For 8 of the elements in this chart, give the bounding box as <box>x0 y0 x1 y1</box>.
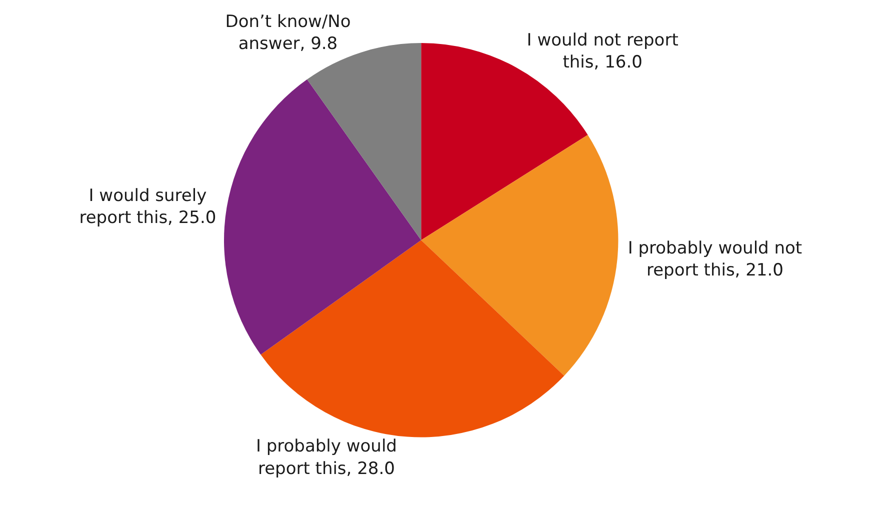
pie-slice <box>224 79 422 355</box>
slice-label: I would surely report this, 25.0 <box>79 186 216 228</box>
slice-label: I probably would not report this, 21.0 <box>628 238 802 281</box>
slice-label: I would not report this, 16.0 <box>526 30 679 72</box>
slice-label: Don’t know/No answer, 9.8 <box>225 12 351 54</box>
pie-slice <box>260 240 564 437</box>
pie-slice <box>421 134 618 376</box>
slice-label: I probably would report this, 28.0 <box>256 436 397 479</box>
